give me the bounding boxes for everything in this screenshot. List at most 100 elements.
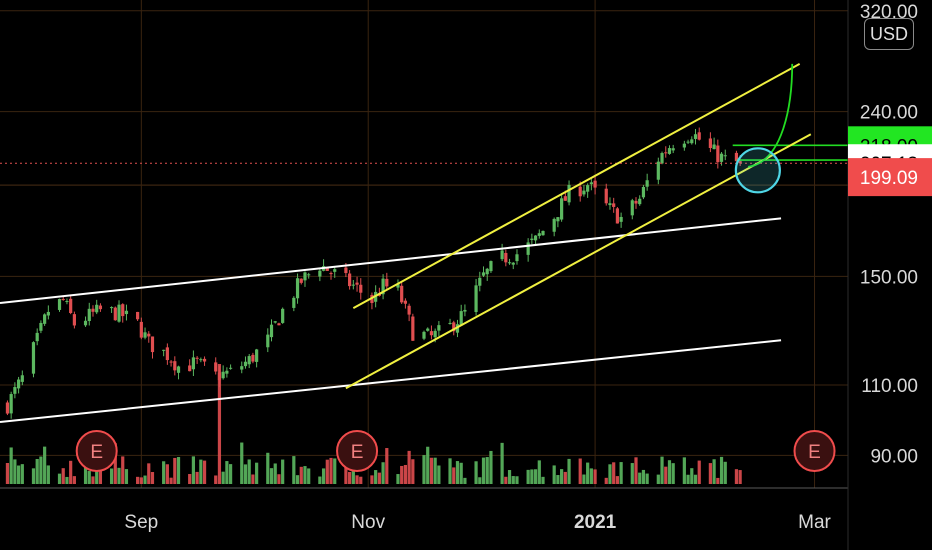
candle-body — [351, 284, 355, 286]
candle-body — [240, 366, 244, 370]
volume-bar — [515, 476, 519, 484]
volume-bar — [556, 475, 560, 484]
candle-body — [228, 367, 233, 369]
volume-bar — [202, 460, 207, 484]
volume-bar — [641, 469, 646, 484]
time-axis[interactable]: Sep Nov 2021 Mar — [124, 512, 831, 533]
volume-bar — [537, 460, 541, 484]
candle-body — [463, 309, 467, 312]
volume-bar — [228, 464, 233, 484]
candle-body — [247, 356, 251, 365]
candle-body — [277, 323, 281, 326]
earnings-marker[interactable]: E — [75, 430, 118, 472]
candle-body — [537, 233, 541, 236]
candle-body — [604, 188, 608, 204]
volume-bar — [344, 462, 348, 484]
candle-body — [273, 321, 277, 323]
volume-bar — [165, 464, 169, 484]
trend-line-white — [0, 339, 782, 423]
volume-bar — [46, 465, 50, 484]
volume-bar — [329, 457, 333, 484]
candle-body — [176, 366, 181, 373]
grid-lines — [0, 0, 848, 488]
currency-selector[interactable]: USD — [864, 18, 914, 50]
volume-bar — [150, 472, 155, 484]
volume-bar — [686, 474, 690, 484]
volume-bar — [671, 463, 675, 484]
volume-bar — [269, 468, 274, 484]
volume-bar — [117, 467, 121, 484]
candle-body — [344, 267, 348, 274]
volume-bar — [61, 468, 65, 484]
price-tags: 218.00207.13199.09 — [848, 126, 932, 197]
candle-body — [295, 278, 300, 299]
candle-body — [9, 394, 13, 414]
candle-body — [560, 198, 564, 220]
trend-line-white — [0, 217, 782, 305]
candle-body — [307, 274, 311, 276]
candle-body — [243, 361, 248, 367]
volume-bar — [20, 464, 24, 484]
volume-bar — [664, 466, 668, 484]
volume-bar — [541, 476, 545, 484]
candle-body — [526, 242, 530, 255]
volume-bar — [604, 477, 608, 484]
volume-bar — [697, 460, 701, 484]
earnings-circle — [793, 430, 836, 472]
volume-bar — [738, 470, 742, 484]
candle-body — [541, 230, 545, 236]
candle-body — [567, 184, 571, 203]
candle-body — [121, 304, 125, 317]
candle-body — [35, 332, 39, 342]
candle-body — [199, 359, 203, 361]
candle-body — [690, 139, 694, 144]
volume-bar — [667, 460, 672, 484]
candle-body — [165, 347, 169, 361]
candle-body — [556, 217, 560, 222]
volume-bar — [292, 456, 296, 484]
volume-bar — [426, 446, 430, 484]
candle-body — [403, 300, 408, 304]
price-axis[interactable]: 320.00 240.00 150.00 110.00 90.00 — [860, 2, 918, 468]
candle-body — [738, 161, 742, 164]
candle-body — [396, 284, 400, 288]
earnings-circle — [75, 430, 118, 472]
candle-body — [530, 238, 534, 241]
candle-body — [381, 278, 385, 295]
volume-bar — [173, 457, 177, 484]
volume-bar — [429, 457, 434, 484]
time-axis-label: Sep — [124, 512, 158, 533]
candle-body — [608, 203, 612, 206]
candle-body — [716, 145, 720, 163]
candle-body — [57, 299, 62, 310]
candle-body — [645, 180, 649, 187]
volume-bar — [169, 477, 173, 484]
candle-body — [400, 285, 404, 303]
volume-bar — [16, 465, 21, 484]
volume-bar — [381, 462, 385, 484]
candle-body — [686, 141, 690, 143]
candle-body — [455, 324, 460, 333]
candle-body — [333, 269, 337, 272]
earnings-marker[interactable]: E — [793, 430, 836, 472]
candle-body — [563, 196, 567, 201]
candle-body — [143, 332, 147, 338]
candle-body — [225, 370, 229, 374]
volume-bar — [608, 464, 612, 484]
volume-bar — [355, 475, 359, 484]
candle-body — [20, 375, 24, 382]
earnings-marker[interactable]: E — [336, 430, 379, 472]
volume-bar — [303, 466, 307, 484]
candle-body — [124, 310, 129, 315]
candle-body — [251, 354, 255, 362]
candle-body — [91, 308, 95, 312]
volume-bar — [143, 475, 147, 484]
volume-bar — [162, 461, 166, 484]
candle-body — [72, 314, 76, 326]
volume-bar — [277, 474, 281, 484]
volume-bar — [459, 462, 463, 484]
candle-body — [723, 155, 727, 157]
volume-bar — [251, 474, 255, 484]
